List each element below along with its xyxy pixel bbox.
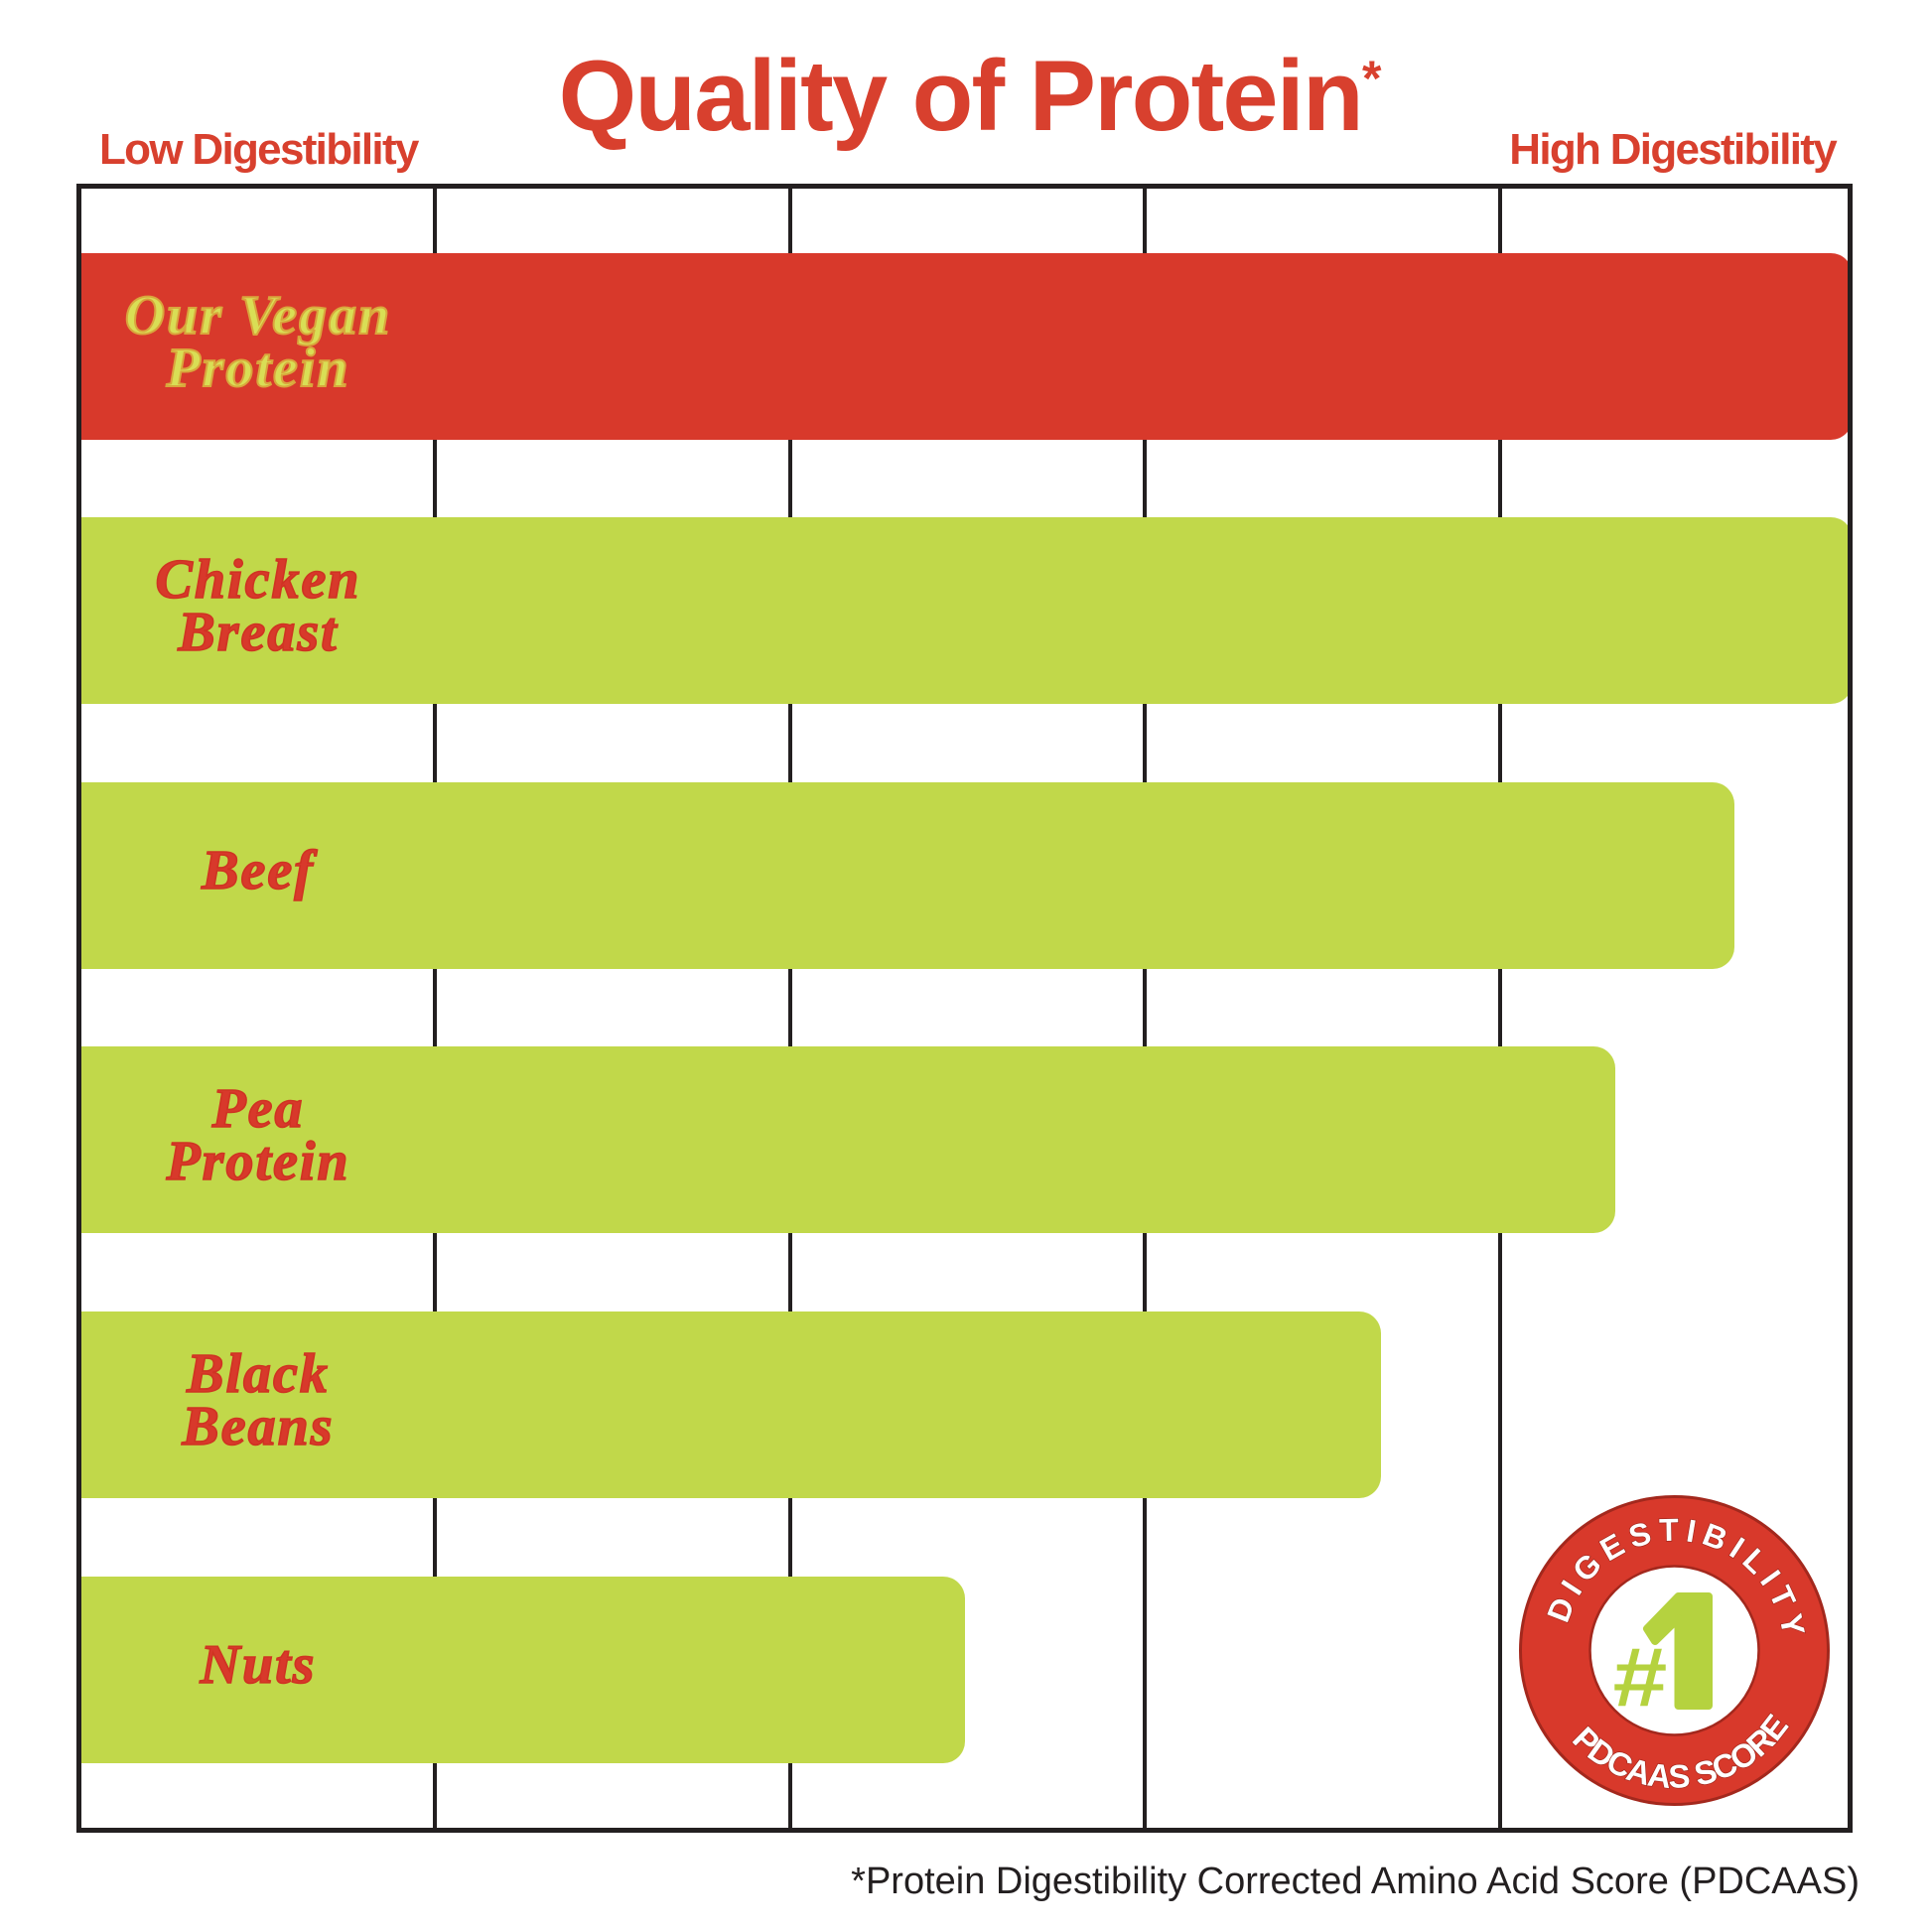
svg-text:#: # — [1613, 1631, 1668, 1725]
